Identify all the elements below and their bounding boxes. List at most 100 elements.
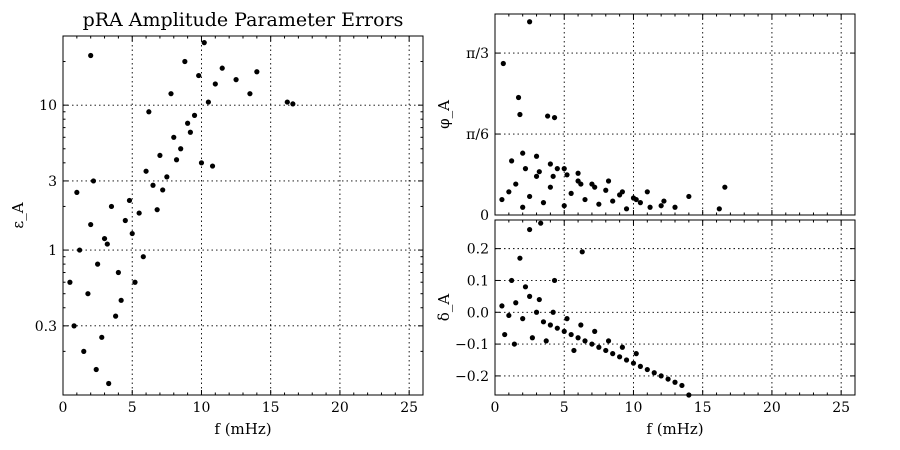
data-point xyxy=(527,193,533,200)
data-point xyxy=(77,247,83,253)
data-point xyxy=(536,169,542,175)
data-point xyxy=(603,347,609,354)
data-point xyxy=(88,52,94,59)
data-point xyxy=(160,187,166,193)
data-point xyxy=(178,146,184,152)
x-tick-label: 5 xyxy=(560,400,569,416)
data-point xyxy=(113,313,119,319)
data-point xyxy=(520,204,526,210)
data-point xyxy=(610,198,616,204)
chart-title: pRA Amplitude Parameter Errors xyxy=(83,9,404,31)
data-point xyxy=(536,296,542,303)
data-point xyxy=(233,77,239,83)
data-point xyxy=(568,190,574,196)
data-point xyxy=(679,382,685,389)
data-point xyxy=(582,196,588,203)
data-point xyxy=(198,160,205,166)
data-point xyxy=(579,249,585,255)
data-point xyxy=(547,322,553,328)
y-axis-label: δ_A xyxy=(435,294,453,322)
data-point xyxy=(513,181,519,187)
data-point xyxy=(716,206,722,212)
data-point xyxy=(538,220,544,226)
data-point xyxy=(104,241,110,247)
data-point xyxy=(196,72,202,79)
data-point xyxy=(74,189,80,196)
data-point xyxy=(665,376,671,382)
data-point xyxy=(672,379,678,385)
y-tick-label: 1 xyxy=(48,243,57,259)
x-axis-label: f (mHz) xyxy=(214,420,271,438)
data-point xyxy=(589,341,595,347)
data-point xyxy=(554,166,560,172)
plot-frame xyxy=(494,219,856,396)
data-point xyxy=(154,207,160,213)
data-point xyxy=(517,255,523,261)
data-point xyxy=(500,60,506,67)
x-tick-label: 20 xyxy=(763,400,781,416)
data-point xyxy=(106,380,112,387)
data-point xyxy=(672,204,678,210)
data-point xyxy=(533,153,540,159)
chart-bottom-right: 0 5 10 15 20 25 −0.2 −0.1 0.0 0.1 0.2 f (mHz) δ_A xyxy=(435,219,856,438)
data-point xyxy=(219,65,225,71)
data-point xyxy=(533,173,540,179)
data-point xyxy=(540,200,547,206)
plot-frame xyxy=(62,35,424,396)
chart-left: 0 5 10 15 20 25 0.3 1 3 10 pRA Amplitude Parameter… xyxy=(9,9,424,438)
data-point xyxy=(619,189,625,195)
y-tick-label: 3 xyxy=(48,174,57,190)
x-tick-label: 25 xyxy=(400,400,418,416)
data-point xyxy=(511,341,517,347)
x-tick-label: 0 xyxy=(59,400,68,416)
data-point xyxy=(522,166,529,172)
data-point xyxy=(647,204,653,210)
data-point xyxy=(578,322,584,328)
data-point xyxy=(722,184,728,190)
data-point xyxy=(596,344,602,350)
data-point xyxy=(254,69,260,75)
data-point xyxy=(515,94,522,101)
data-point xyxy=(527,293,533,299)
data-point xyxy=(550,173,556,179)
data-point xyxy=(578,181,584,187)
data-point xyxy=(623,206,630,212)
data-point xyxy=(209,163,216,169)
data-point xyxy=(547,161,553,167)
data-point xyxy=(568,331,574,338)
data-point xyxy=(564,172,570,178)
data-point xyxy=(543,338,549,344)
data-point xyxy=(561,203,567,209)
data-point xyxy=(101,235,108,242)
data-point xyxy=(499,196,505,203)
data-point xyxy=(661,198,667,204)
data-point xyxy=(651,370,657,376)
y-tick-label: 0.0 xyxy=(467,305,489,321)
data-point xyxy=(81,348,87,354)
data-point xyxy=(551,277,558,284)
y-tick-label: 10 xyxy=(39,98,57,114)
data-point xyxy=(157,152,163,159)
data-point xyxy=(582,338,588,344)
data-point xyxy=(164,174,170,180)
data-point xyxy=(90,178,97,184)
data-point xyxy=(502,331,508,338)
y-tick-label: π/6 xyxy=(466,127,489,143)
data-point xyxy=(171,134,177,140)
x-tick-label: 15 xyxy=(262,400,280,416)
data-point xyxy=(686,193,692,200)
data-point xyxy=(592,184,598,190)
x-axis-label: f (mHz) xyxy=(646,420,703,438)
data-point xyxy=(623,357,630,363)
data-point xyxy=(129,230,135,237)
data-point xyxy=(290,101,296,107)
data-point xyxy=(67,279,73,285)
data-point xyxy=(93,366,99,373)
data-point xyxy=(630,360,637,366)
data-point xyxy=(658,373,664,379)
data-point xyxy=(99,334,105,340)
data-point xyxy=(575,170,581,176)
data-point xyxy=(658,203,664,209)
data-point xyxy=(644,189,650,195)
data-point xyxy=(551,114,558,121)
